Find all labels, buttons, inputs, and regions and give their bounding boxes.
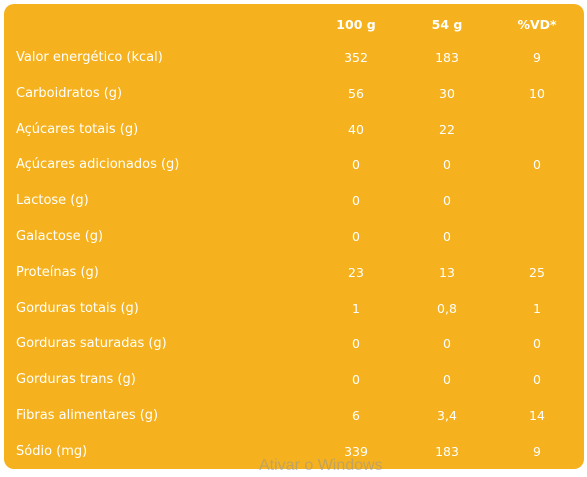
cell-54g: 0,8 — [437, 300, 457, 316]
cell-54g: 0 — [443, 228, 451, 244]
row-label: Gorduras saturadas (g) — [16, 336, 167, 352]
cell-54g: 0 — [443, 372, 451, 388]
row-label: Gorduras trans (g) — [16, 372, 136, 388]
cell-100g: 40 — [348, 121, 364, 137]
cell-100g: 0 — [352, 157, 360, 173]
header-54g: 54 g — [431, 17, 463, 32]
cell-vd: 9 — [533, 50, 541, 65]
table-row: Carboidratos (g) 56 30 10 — [4, 76, 584, 112]
table-row: Lactose (g) 0 0 — [4, 183, 584, 219]
cell-54g: 22 — [439, 121, 455, 137]
row-label: Sódio (mg) — [16, 443, 88, 459]
cell-100g: 0 — [352, 228, 360, 244]
header-vd: %VD* — [517, 17, 557, 32]
table-row: Sódio (mg) 339 183 9 — [4, 434, 584, 470]
cell-100g: 352 — [344, 50, 368, 65]
cell-100g: 23 — [348, 264, 364, 280]
cell-vd: 25 — [529, 264, 545, 280]
table-row: Gorduras totais (g) 1 0,8 1 — [4, 291, 584, 327]
row-label: Proteínas (g) — [16, 264, 99, 280]
header-100g: 100 g — [336, 17, 376, 32]
table-row: Açúcares adicionados (g) 0 0 0 — [4, 147, 584, 183]
cell-54g: 0 — [443, 157, 451, 173]
table-row: Fibras alimentares (g) 6 3,4 14 — [4, 398, 584, 434]
cell-vd: 0 — [533, 157, 541, 173]
windows-activation-watermark: Ativar o Windows — [259, 457, 383, 474]
cell-100g: 1 — [352, 300, 360, 316]
cell-100g: 339 — [344, 443, 368, 459]
row-label: Fibras alimentares (g) — [16, 407, 159, 423]
table-row: Proteínas (g) 23 13 25 — [4, 255, 584, 291]
cell-54g: 13 — [439, 264, 455, 280]
cell-100g: 6 — [352, 407, 360, 423]
cell-54g: 3,4 — [437, 407, 457, 423]
cell-100g: 56 — [348, 85, 364, 101]
row-label: Galactose (g) — [16, 228, 104, 244]
cell-vd: 1 — [533, 300, 541, 316]
cell-54g: 30 — [439, 85, 455, 101]
row-label: Lactose (g) — [16, 193, 89, 209]
cell-vd: 14 — [529, 407, 545, 423]
nutrition-table-panel: 100 g 54 g %VD* Valor energético (kcal) … — [4, 4, 584, 469]
cell-vd: 0 — [533, 336, 541, 352]
cell-54g: 183 — [435, 443, 459, 459]
row-label: Açúcares totais (g) — [16, 121, 139, 137]
cell-vd: 0 — [533, 372, 541, 388]
table-row: Valor energético (kcal) 352 183 9 — [4, 40, 584, 76]
cell-100g: 0 — [352, 193, 360, 209]
row-label: Carboidratos (g) — [16, 85, 123, 101]
cell-vd: 10 — [529, 85, 545, 101]
table-row: Gorduras trans (g) 0 0 0 — [4, 362, 584, 398]
cell-54g: 0 — [443, 193, 451, 209]
cell-54g: 183 — [435, 50, 459, 65]
row-label: Açúcares adicionados (g) — [16, 157, 180, 173]
cell-100g: 0 — [352, 372, 360, 388]
cell-100g: 0 — [352, 336, 360, 352]
nutrition-table-body: Valor energético (kcal) 352 183 9 Carboi… — [4, 40, 584, 470]
table-row: Gorduras saturadas (g) 0 0 0 — [4, 326, 584, 362]
table-row: Galactose (g) 0 0 — [4, 219, 584, 255]
cell-54g: 0 — [443, 336, 451, 352]
nutrition-table-header: 100 g 54 g %VD* — [4, 10, 584, 40]
row-label: Gorduras totais (g) — [16, 300, 139, 316]
table-row: Açúcares totais (g) 40 22 — [4, 112, 584, 148]
row-label: Valor energético (kcal) — [16, 50, 163, 65]
cell-vd: 9 — [533, 443, 541, 459]
